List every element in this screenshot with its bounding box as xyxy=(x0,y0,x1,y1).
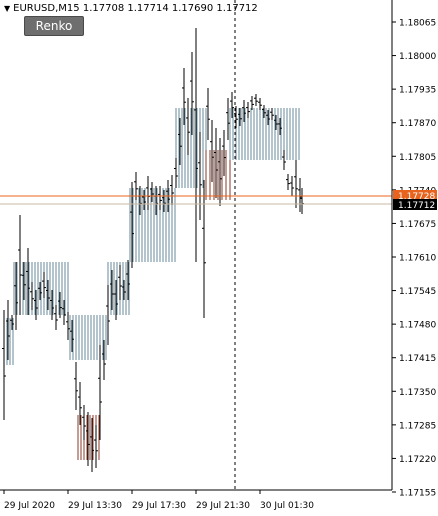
price-tick-label: 1.17675 xyxy=(399,220,436,230)
symbol-header: ▼ EURUSD,M15 1.17708 1.17714 1.17690 1.17… xyxy=(4,3,258,14)
price-tick-label: 1.17285 xyxy=(399,421,436,431)
price-tick-label: 1.18065 xyxy=(399,19,436,29)
time-tick-label: 30 Jul 01:30 xyxy=(260,501,314,511)
price-tick-label: 1.17480 xyxy=(399,321,436,331)
price-tick-label: 1.17610 xyxy=(399,254,436,264)
current-price-tag xyxy=(393,199,437,210)
price-tick-label: 1.17155 xyxy=(399,489,436,499)
price-tick-label: 1.17870 xyxy=(399,119,436,129)
current-price-tag-label: 1.17712 xyxy=(398,201,435,211)
quote-values: 1.17708 1.17714 1.17690 1.17712 xyxy=(82,3,258,14)
price-tick-label: 1.17805 xyxy=(399,153,436,163)
price-tick-label: 1.17415 xyxy=(399,354,436,364)
price-tick-label: 1.17220 xyxy=(399,455,436,465)
time-tick-label: 29 Jul 13:30 xyxy=(68,501,122,511)
ask-price-tag-label: 1.17728 xyxy=(398,192,435,202)
time-tick-label: 29 Jul 2020 xyxy=(4,501,55,511)
price-tick-label: 1.18000 xyxy=(399,52,436,62)
time-tick-label: 29 Jul 21:30 xyxy=(196,501,250,511)
ask-price-tag xyxy=(393,190,437,201)
renko-button[interactable]: Renko xyxy=(24,16,84,36)
price-tick-label: 1.17350 xyxy=(399,388,436,398)
symbol-label: EURUSD,M15 xyxy=(13,3,80,14)
triangle-down-icon: ▼ xyxy=(4,4,11,13)
price-tick-label: 1.17545 xyxy=(399,287,436,297)
time-tick-label: 29 Jul 17:30 xyxy=(132,501,186,511)
price-tick-label: 1.17935 xyxy=(399,86,436,96)
